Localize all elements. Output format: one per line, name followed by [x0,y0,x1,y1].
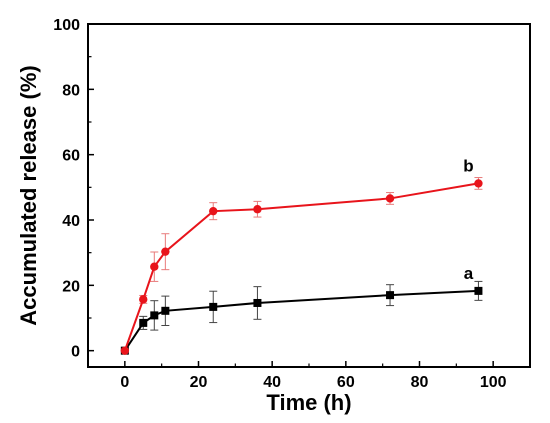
data-point [161,247,170,256]
data-point [139,318,148,327]
data-point [474,286,483,295]
y-tick-label: 60 [62,148,80,165]
x-axis-title: Time (h) [266,390,351,415]
data-point [385,194,395,203]
data-point [209,302,218,311]
data-point [386,291,395,300]
series-line [123,289,479,352]
x-tick-label: 80 [411,374,429,391]
data-point [474,179,483,188]
x-tick-label: 40 [263,374,281,391]
y-tick-label: 100 [53,17,80,34]
y-tick-label: 40 [62,213,80,230]
data-point [150,262,159,271]
series-label-b: b [463,156,473,175]
data-point [209,206,218,216]
x-tick-label: 20 [190,374,208,391]
y-tick-label: 20 [62,278,80,295]
y-tick-label: 80 [62,82,80,99]
y-tick-label: 0 [71,344,80,361]
data-point [150,311,159,320]
series-b: b [120,156,483,355]
y-axis-title: Accumulated release (%) [16,65,41,325]
x-tick-label: 60 [337,374,355,391]
data-point [161,306,170,315]
series-line [123,182,479,352]
data-point [120,346,130,355]
x-tick-label: 100 [480,374,507,391]
series-label-a: a [464,264,474,283]
data-point [139,295,148,304]
data-point [253,205,262,214]
axis-ticks: 0 20 40 60 80 100 0 20 40 60 80 100 [53,17,506,391]
series-a: a [120,264,483,355]
x-tick-label: 0 [120,374,129,391]
data-point [253,298,262,307]
plot-content: ab [120,156,483,355]
